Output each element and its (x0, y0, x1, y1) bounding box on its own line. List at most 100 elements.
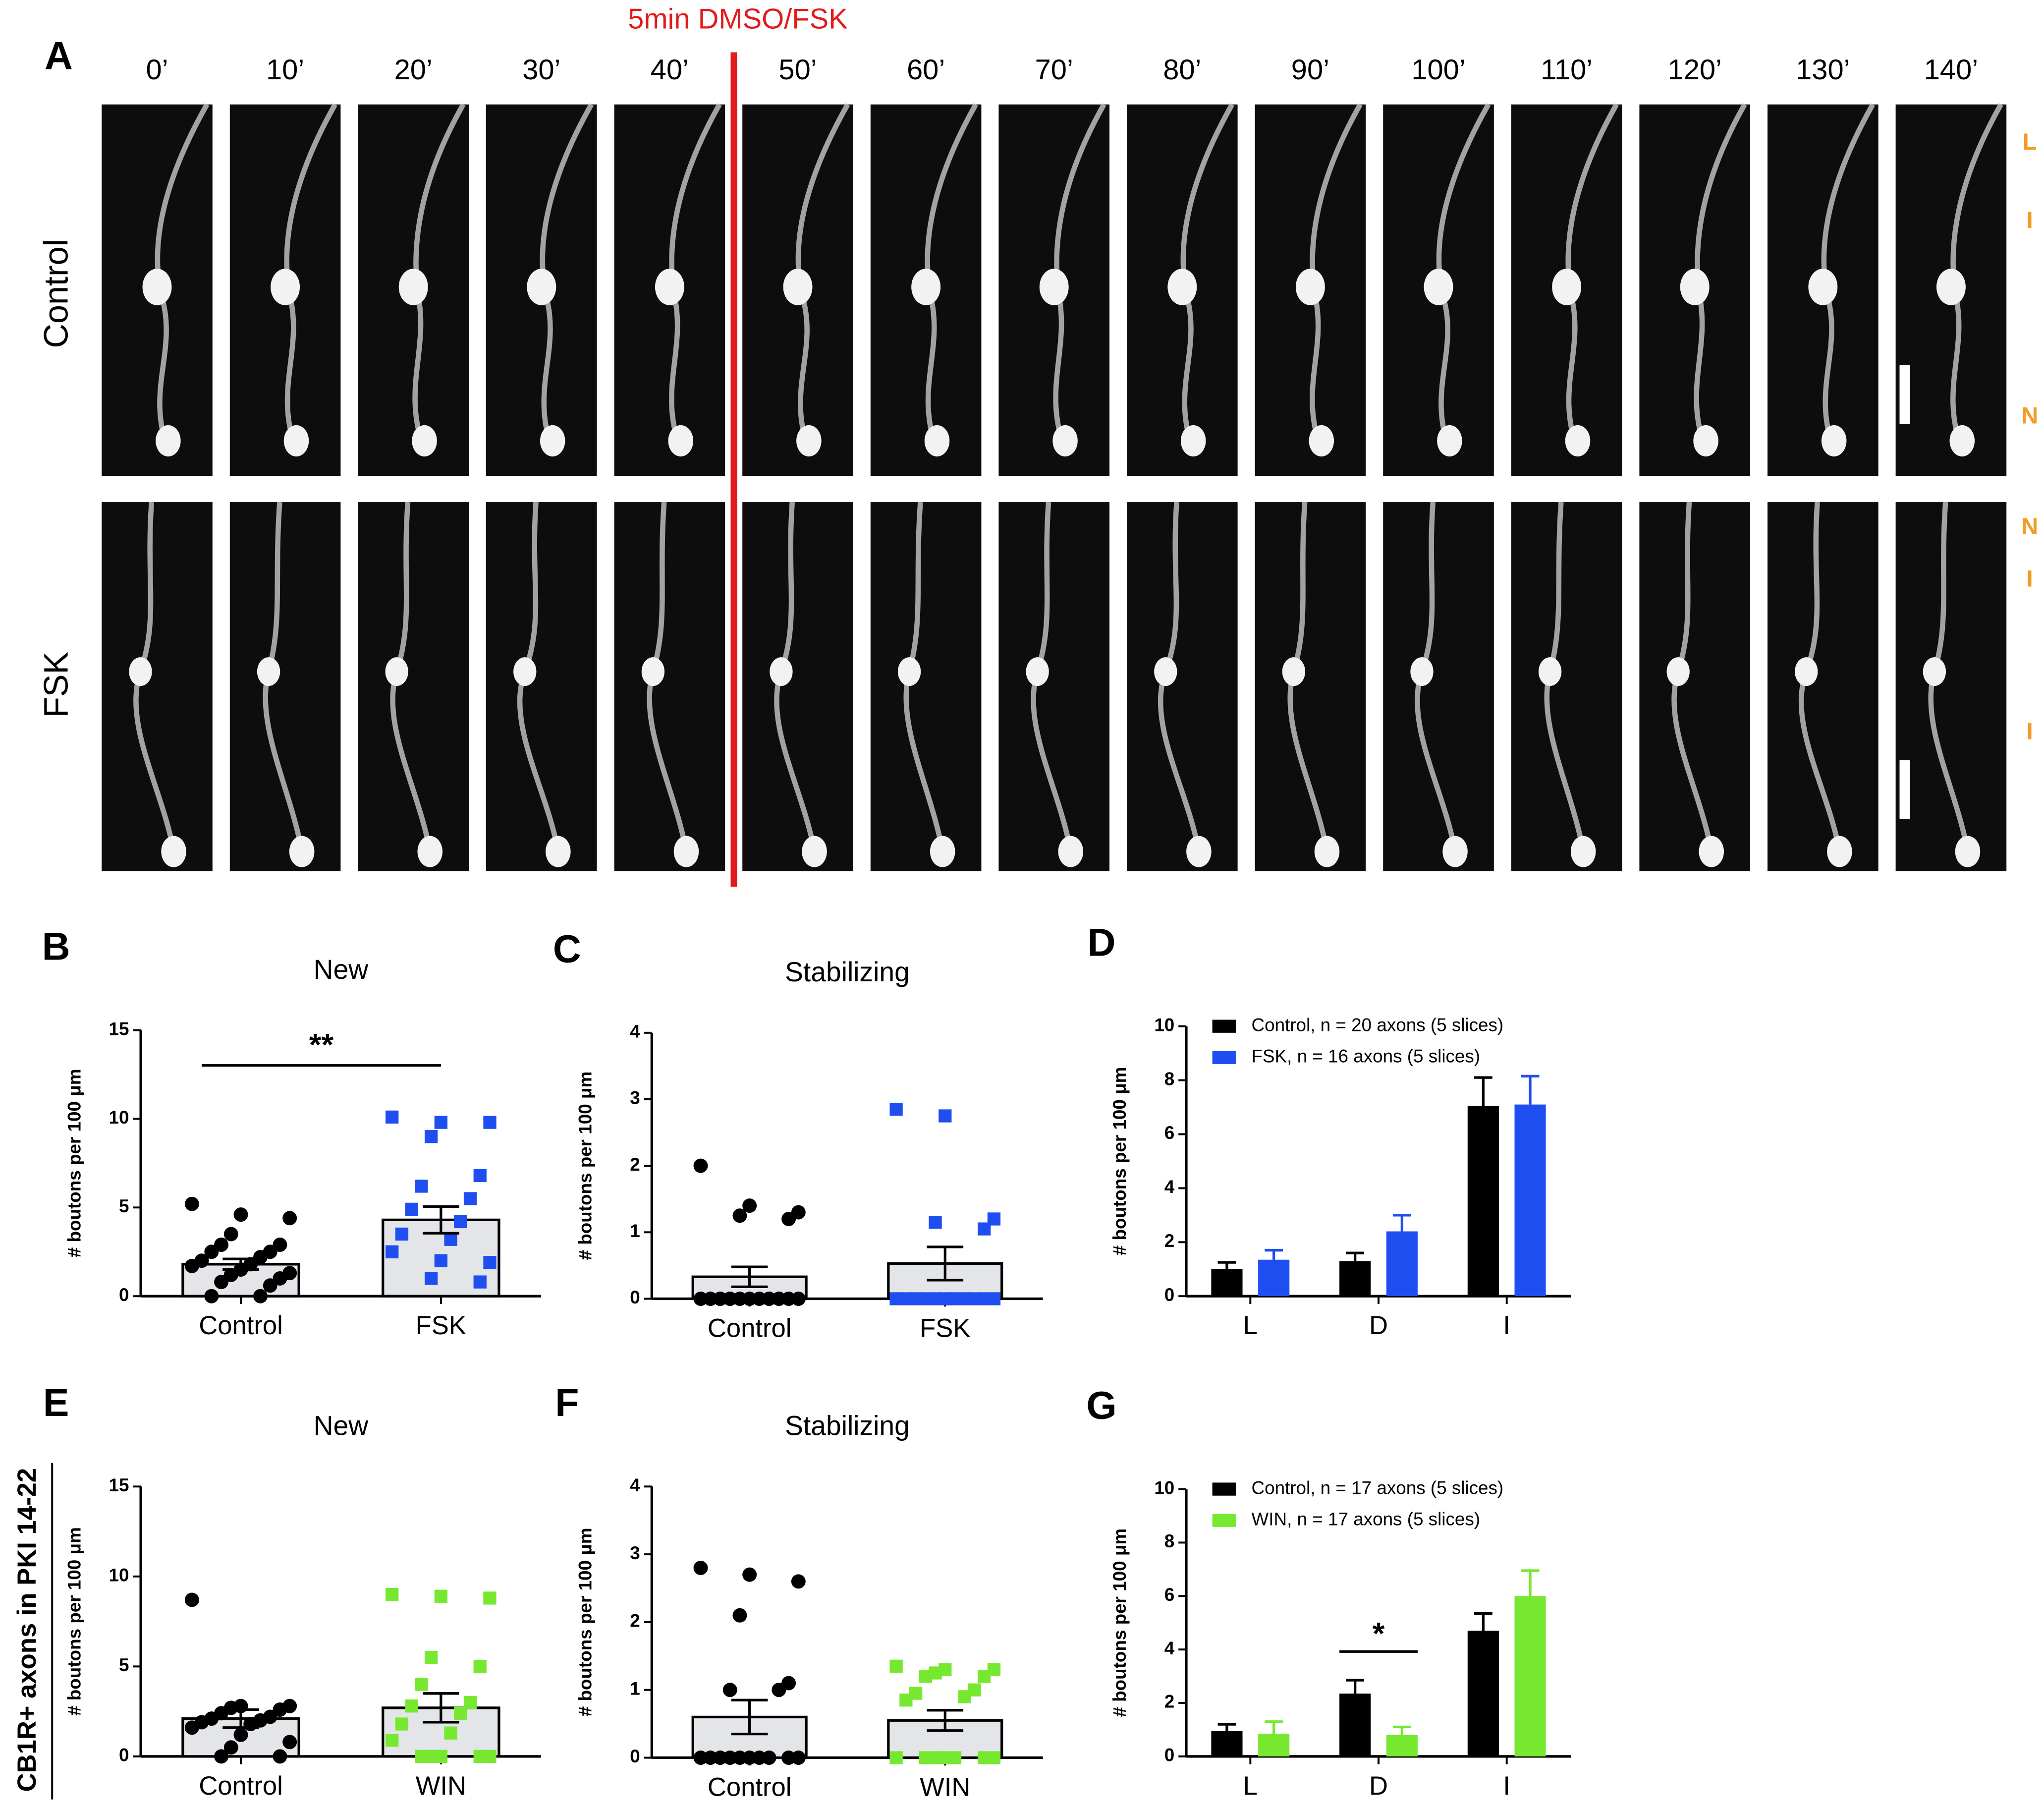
panel-letter: A (45, 34, 73, 77)
bouton (540, 425, 565, 457)
bar (1211, 1731, 1243, 1756)
y-tick-label: 15 (109, 1018, 129, 1039)
error-bar (1392, 1725, 1411, 1735)
y-tick-label: 2 (630, 1611, 640, 1631)
chart: E New # boutons per 100 μm 0 5 10 15 Control WIN (43, 1381, 541, 1801)
data-point (713, 1292, 727, 1306)
y-tick-label: 1 (630, 1678, 640, 1698)
y-tick-label: 0 (1164, 1285, 1174, 1305)
data-point (386, 1734, 399, 1747)
data-point (405, 1699, 418, 1713)
data-point (772, 1683, 786, 1697)
bar (1467, 1631, 1499, 1756)
panel-letter: E (43, 1381, 69, 1424)
data-point (791, 1574, 806, 1589)
image-frame (1768, 502, 1878, 871)
error-bar (222, 1708, 259, 1729)
x-tick-label: L (1243, 1771, 1258, 1801)
data-point (415, 1678, 428, 1691)
bouton (257, 657, 280, 686)
data-point (282, 1735, 297, 1750)
bar (1339, 1694, 1371, 1756)
y-tick-label: 2 (1164, 1231, 1174, 1251)
data-point (233, 1207, 248, 1222)
data-point (273, 1749, 287, 1764)
legend-swatch (1212, 1482, 1236, 1496)
bouton (1039, 269, 1069, 305)
chart-title: New (314, 1411, 369, 1441)
y-tick-label: 2 (630, 1154, 640, 1175)
image-frame (1895, 502, 2007, 871)
x-tick-label: D (1369, 1771, 1388, 1801)
bouton (1699, 836, 1724, 867)
x-tick-label: WIN (920, 1773, 970, 1802)
data-point (889, 1751, 903, 1764)
bouton (161, 836, 186, 867)
data-point (184, 1258, 199, 1273)
bouton (156, 425, 181, 457)
bar (1467, 1106, 1499, 1297)
x-tick-label: Control (199, 1311, 283, 1340)
bouton (1180, 425, 1206, 457)
data-point (473, 1275, 487, 1289)
bouton (129, 657, 152, 686)
data-point (781, 1751, 796, 1765)
data-point (958, 1690, 971, 1703)
data-point (282, 1211, 297, 1226)
bouton (668, 425, 694, 457)
image-frame (1639, 502, 1751, 871)
bouton (1058, 836, 1084, 867)
bouton (527, 269, 556, 305)
data-point (204, 1244, 219, 1259)
bouton (289, 836, 315, 867)
y-tick-label: 4 (1164, 1638, 1175, 1658)
data-point (919, 1751, 932, 1764)
bouton (1570, 836, 1596, 867)
chart: F Stabilizing # boutons per 100 μm 0 1 2 3 4 Con… (555, 1381, 1043, 1802)
significance-label: * (1373, 1616, 1385, 1651)
data-point (424, 1130, 438, 1143)
time-label: 140’ (1924, 54, 1978, 86)
bouton (546, 836, 571, 867)
image-frame (486, 502, 597, 871)
data-point (463, 1192, 477, 1205)
error-bar (731, 1265, 768, 1288)
bouton (271, 269, 300, 305)
chart-title: New (314, 954, 369, 985)
data-point (395, 1717, 409, 1731)
data-point (223, 1740, 238, 1755)
data-point (263, 1278, 277, 1293)
bouton (1282, 657, 1306, 686)
time-label: 70’ (1035, 54, 1073, 86)
bouton (897, 657, 921, 686)
y-tick-label: 0 (119, 1745, 129, 1765)
data-point (889, 1292, 903, 1305)
y-tick-label: 0 (119, 1285, 129, 1305)
error-bar (1346, 1679, 1365, 1694)
x-tick-label: I (1503, 1311, 1510, 1340)
y-axis-label: # boutons per 100 μm (64, 1069, 84, 1258)
bouton-type: N (2021, 403, 2038, 429)
data-point (978, 1222, 991, 1236)
bouton (1680, 269, 1710, 305)
error-bar (927, 1245, 964, 1282)
legend-swatch (1212, 1514, 1236, 1527)
data-point (929, 1216, 942, 1229)
data-point (483, 1116, 497, 1129)
panel-letter: F (555, 1381, 579, 1424)
bouton (1666, 657, 1690, 686)
y-axis-label: # boutons per 100 μm (64, 1527, 84, 1716)
bouton (1442, 836, 1468, 867)
data-point (184, 1196, 199, 1211)
bouton (1424, 269, 1453, 305)
data-point (434, 1116, 448, 1129)
treatment-label: 5min DMSO/FSK (628, 3, 848, 35)
chart-title: Stabilizing (785, 1411, 910, 1441)
legend-swatch (1212, 1051, 1236, 1064)
bouton (783, 269, 813, 305)
y-tick-label: 10 (1154, 1477, 1174, 1498)
error-bar (1217, 1723, 1236, 1731)
bouton (398, 269, 428, 305)
time-label: 0’ (146, 54, 168, 86)
